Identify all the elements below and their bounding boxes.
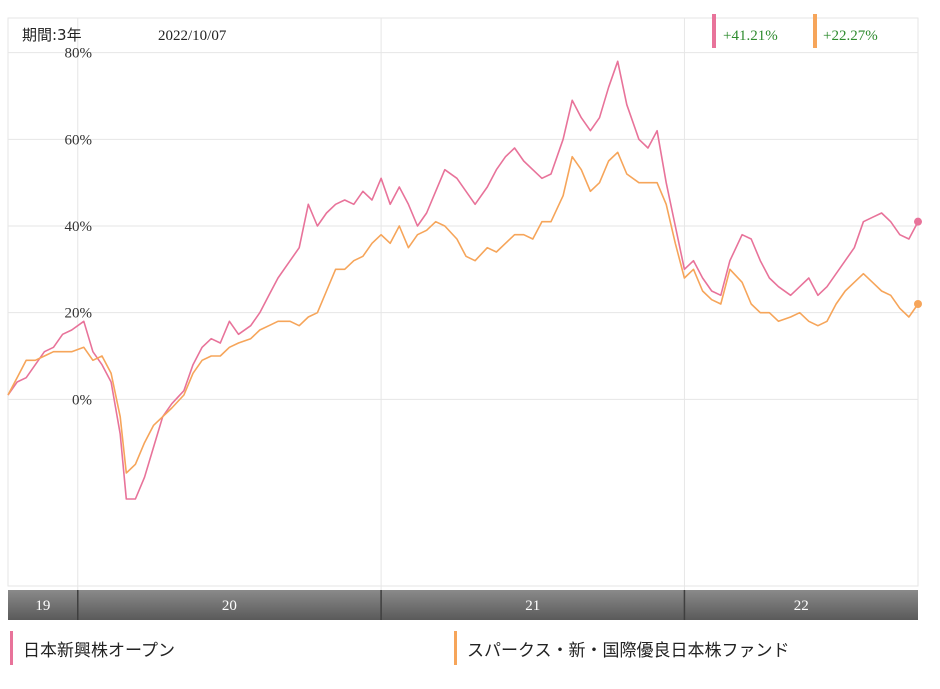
legend-swatch-series-1 (10, 631, 13, 665)
legend-item-series-2: スパークス・新・国際優良日本株ファンド (454, 630, 790, 666)
year-band-background (8, 590, 918, 620)
series-line-1 (7, 60, 919, 500)
y-tick-label: 20% (65, 306, 93, 322)
line-chart: 80% 60% 40% 20% 0% 19 20 21 22 期間:3年 2022/10/07… (7, 14, 922, 620)
y-axis-tick-labels: 80% 60% 40% 20% 0% (65, 46, 93, 409)
series-end-point-1 (914, 217, 922, 226)
y-tick-label: 40% (65, 219, 93, 235)
y-tick-label: 80% (65, 46, 93, 62)
series-line-2 (7, 151, 919, 474)
period-label: 期間:3年 (22, 26, 82, 44)
y-tick-label: 0% (72, 392, 92, 408)
legend-swatch-series-2 (454, 631, 457, 665)
plot-area (7, 17, 919, 587)
performance-series-2: +22.27% (823, 28, 878, 44)
perf-marker-series-2 (813, 14, 817, 48)
year-divider-lines (77, 18, 685, 590)
x-tick-label-year: 20 (222, 598, 237, 614)
perf-marker-series-1 (712, 14, 716, 48)
x-tick-label-year: 22 (794, 598, 809, 614)
legend-item-series-1: 日本新興株オープン (10, 630, 175, 666)
legend-label-series-1: 日本新興株オープン (23, 640, 175, 661)
x-tick-label-year: 21 (525, 598, 540, 614)
x-axis-year-band: 19 20 21 22 (8, 590, 918, 620)
performance-series-1: +41.21% (723, 28, 778, 44)
y-tick-label: 60% (65, 132, 93, 148)
as-of-date: 2022/10/07 (158, 28, 227, 44)
legend-label-series-2: スパークス・新・国際優良日本株ファンド (467, 640, 790, 661)
x-tick-label-year: 19 (35, 598, 50, 614)
series-lines (7, 60, 922, 500)
series-end-point-2 (914, 300, 922, 308)
